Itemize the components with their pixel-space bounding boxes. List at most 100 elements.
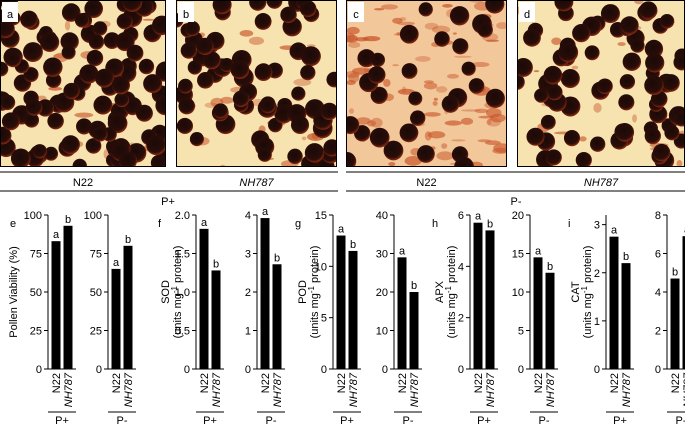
pollen-grain xyxy=(383,140,404,161)
y-tick-label: 1 xyxy=(245,326,251,338)
significance-letter: b xyxy=(487,218,493,230)
y-tick-label: 3 xyxy=(245,249,251,261)
debris xyxy=(397,88,415,95)
debris xyxy=(392,64,400,67)
y-axis-unit-part: -1 xyxy=(444,285,453,293)
condition-label: P- xyxy=(511,196,522,208)
pollen-grain xyxy=(540,114,556,130)
debris xyxy=(36,95,47,101)
debris xyxy=(239,30,254,37)
pollen-grain xyxy=(232,90,250,108)
y-tick-label: 0 xyxy=(96,364,102,376)
debris xyxy=(484,140,501,146)
pollen-grain xyxy=(95,68,114,88)
debris xyxy=(293,78,312,86)
y-tick-label: 0.5 xyxy=(175,326,190,338)
y-tick-label: 50 xyxy=(90,287,102,299)
pollen-grain xyxy=(290,115,310,135)
y-tick-label: 4 xyxy=(245,210,251,222)
pollen-grain xyxy=(0,19,15,39)
group-label: P- xyxy=(117,415,128,427)
y-tick-label: 0 xyxy=(518,364,524,376)
y-tick-label: 25 xyxy=(30,326,42,338)
pollen-grain xyxy=(661,74,680,92)
panel-letter: i xyxy=(568,218,570,230)
pollen-grain xyxy=(116,13,133,30)
pollen-grain xyxy=(600,4,620,24)
pollen-grain xyxy=(560,69,580,89)
y-tick-label: 2 xyxy=(245,287,251,299)
group-label: P+ xyxy=(55,415,69,427)
pollen-grain xyxy=(44,146,59,161)
y-tick-label: 100 xyxy=(24,210,42,222)
x-tick-label: N22 xyxy=(397,373,409,393)
debris xyxy=(397,21,415,26)
pollen-grain xyxy=(291,86,306,101)
significance-letter: a xyxy=(475,211,482,223)
pollen-grain xyxy=(178,78,193,94)
panel-letter: f xyxy=(158,218,162,230)
pollen-grain xyxy=(280,6,297,24)
pollen-grain xyxy=(212,0,232,15)
pollen-grain xyxy=(24,112,40,128)
y-tick-label: 2 xyxy=(458,313,464,325)
debris xyxy=(431,25,451,34)
pollen-grain xyxy=(61,45,76,60)
bar xyxy=(260,218,270,369)
pollen-grain xyxy=(418,2,433,17)
x-tick-label: N22 xyxy=(260,373,272,393)
debris xyxy=(423,82,438,90)
y-axis-unit: (units mg-1 protein) xyxy=(580,246,595,339)
significance-letter: a xyxy=(611,225,618,237)
bar xyxy=(51,241,61,369)
debris xyxy=(471,62,490,68)
pollen-grain xyxy=(60,32,79,51)
pollen-grain xyxy=(287,148,303,165)
micrograph-content xyxy=(0,0,166,167)
debris xyxy=(396,32,401,36)
pollen-grain xyxy=(212,103,229,119)
pollen-grain xyxy=(558,42,579,63)
debris xyxy=(441,143,448,149)
pollen-grain xyxy=(299,0,317,18)
debris xyxy=(248,36,265,45)
pollen-grain xyxy=(196,37,214,56)
debris xyxy=(362,35,381,42)
pollen-grain xyxy=(441,95,460,113)
significance-letter: a xyxy=(535,245,542,257)
debris xyxy=(617,42,626,47)
debris xyxy=(142,18,155,21)
pollen-grain xyxy=(257,147,272,162)
bar xyxy=(123,245,133,369)
pollen-grain xyxy=(563,130,581,147)
bar xyxy=(336,235,346,369)
pollen-grain xyxy=(0,126,12,145)
y-axis-unit-part: protein) xyxy=(446,246,458,286)
pollen-grain xyxy=(20,10,38,29)
y-tick-label: 25 xyxy=(90,326,102,338)
pollen-grain xyxy=(126,44,144,62)
debris xyxy=(366,120,376,127)
bar xyxy=(670,278,680,369)
pollen-grain xyxy=(202,51,221,70)
image-letter: a xyxy=(7,9,14,21)
y-axis-unit-part: (units mg xyxy=(309,293,321,338)
pollen-grain xyxy=(615,122,635,142)
bar xyxy=(397,257,407,369)
panel-letter: e xyxy=(10,218,16,230)
group-label: P+ xyxy=(477,415,491,427)
pollen-grain xyxy=(84,0,103,19)
image-letter: c xyxy=(353,9,359,21)
y-tick-label: 1.5 xyxy=(175,249,190,261)
pollen-grain xyxy=(449,6,470,26)
y-axis-unit: (units mg-1 protein) xyxy=(170,246,185,339)
y-tick-label: 0 xyxy=(184,364,190,376)
pollen-grain xyxy=(477,22,493,38)
pollen-grain xyxy=(575,152,592,167)
x-tick-label: N22 xyxy=(111,373,123,393)
significance-letter: a xyxy=(262,206,269,218)
debris xyxy=(474,108,489,114)
debris xyxy=(404,156,422,166)
pollen-grain xyxy=(135,104,153,122)
image-label: N22 xyxy=(416,177,436,189)
